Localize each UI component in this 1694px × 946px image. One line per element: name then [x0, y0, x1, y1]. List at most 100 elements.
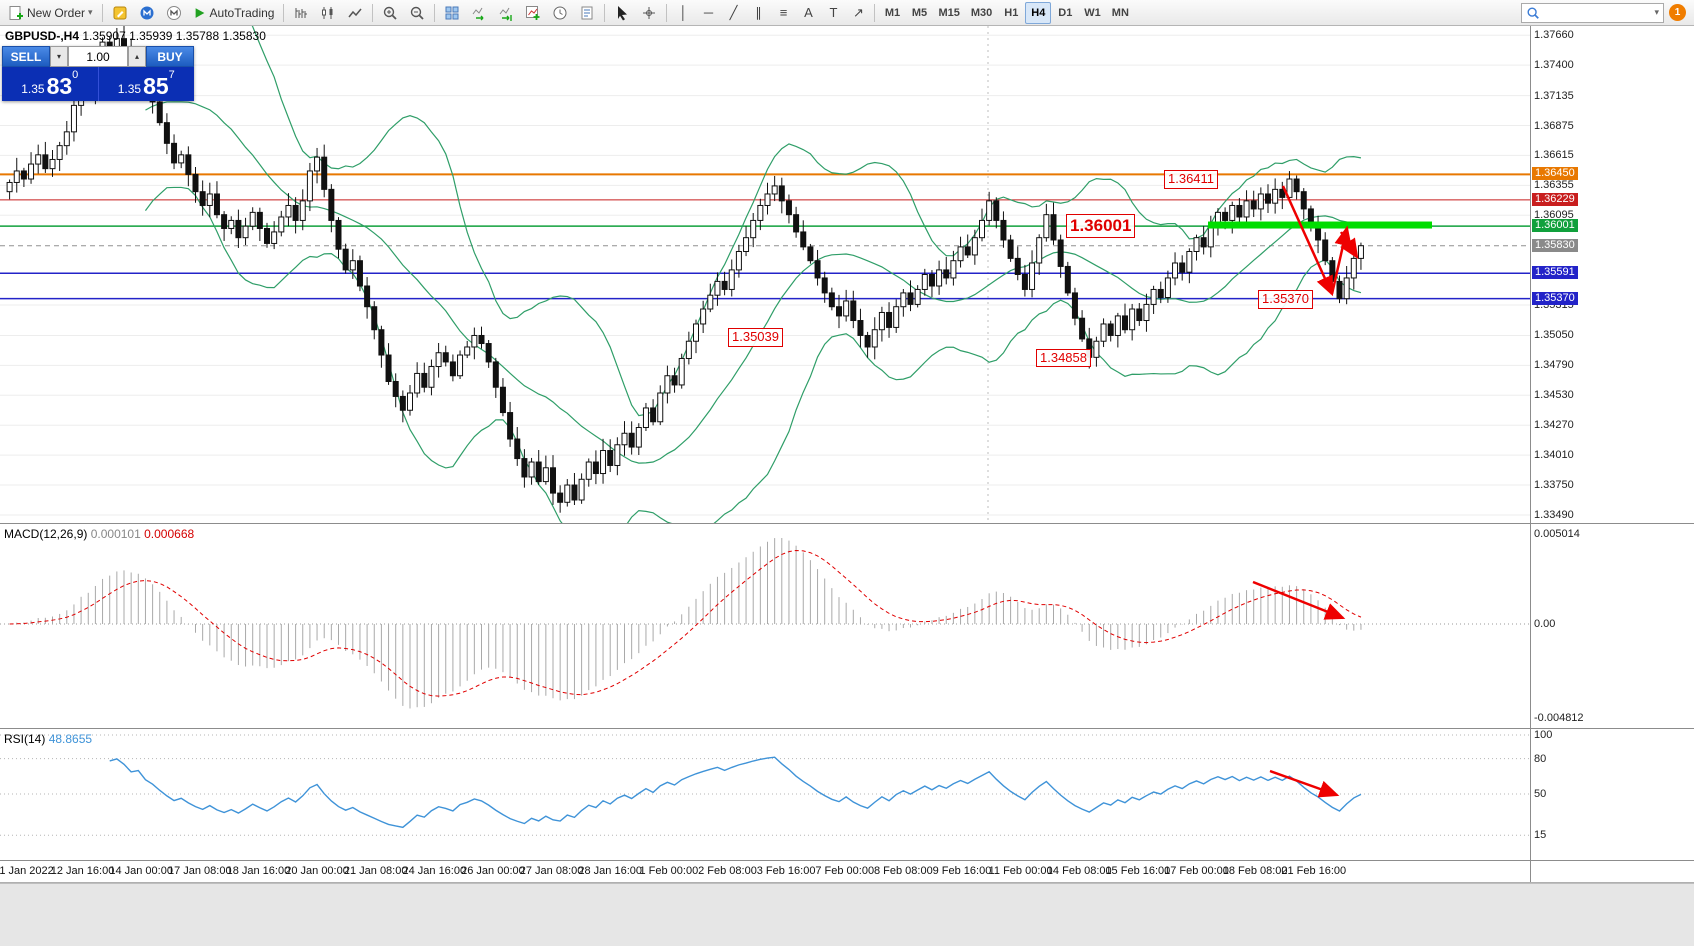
macd-signal-value: 0.000668	[144, 527, 195, 541]
auto-scroll-icon	[473, 7, 484, 20]
axis-label: 0.005014	[1534, 528, 1580, 540]
time-label: 3 Feb 16:00	[756, 865, 816, 877]
time-label: 2 Feb 08:00	[698, 865, 757, 877]
time-label: 18 Jan 16:00	[226, 865, 291, 877]
time-label: 9 Feb 16:00	[932, 865, 992, 877]
label-button[interactable]: T	[821, 2, 845, 24]
auto-scroll-button[interactable]	[466, 2, 492, 24]
candles	[6, 26, 1364, 513]
horizontal-line-button[interactable]: ─	[696, 2, 720, 24]
macd-svg	[0, 538, 1530, 709]
fibonacci-button[interactable]: ≡	[771, 2, 795, 24]
sell-price-base: 1.35	[21, 82, 45, 96]
macd-axis[interactable]: 0.005014 0.00 -0.004812	[1530, 524, 1694, 728]
time-label: 8 Feb 08:00	[873, 865, 933, 877]
new-order-button[interactable]: New Order ▾	[3, 2, 98, 24]
volume-increase-button[interactable]: ▴	[127, 46, 146, 67]
trendline-button[interactable]: ╱	[721, 2, 745, 24]
price-axis[interactable]: 1.37660 1.37400 1.37135 1.36875 1.36615 1.363…	[1530, 26, 1694, 523]
buy-price[interactable]: 1.35 85 7	[99, 67, 195, 101]
sell-price[interactable]: 1.35 83 0	[2, 67, 98, 101]
sell-price-pips: 83	[46, 73, 73, 100]
timeframe-d1[interactable]: D1	[1052, 2, 1078, 24]
indicators-button[interactable]	[520, 2, 546, 24]
status-area	[0, 883, 1694, 946]
axis-label: 50	[1534, 788, 1547, 800]
time-label: 27 Jan 08:00	[519, 865, 584, 877]
autotrading-button[interactable]: AutoTrading	[188, 2, 280, 24]
rsi-content	[0, 734, 1530, 836]
autotrading-label: AutoTrading	[209, 5, 275, 20]
volume-decrease-button[interactable]: ▾	[50, 46, 69, 67]
axis-label: 1.34270	[1534, 419, 1574, 432]
time-label: 11 Jan 2022	[0, 865, 54, 877]
mql5-button[interactable]	[134, 2, 160, 24]
zoom-in-icon	[384, 6, 398, 20]
price-tag: 1.35370	[1532, 291, 1578, 305]
cursor-icon	[618, 5, 628, 20]
new-order-label: New Order	[27, 5, 86, 20]
time-label: 17 Feb 00:00	[1164, 865, 1229, 877]
timeframe-m15[interactable]: M15	[933, 2, 964, 24]
candlestick-chart-button[interactable]	[315, 2, 341, 24]
chart-shift-icon	[500, 7, 513, 21]
timeframe-h1[interactable]: H1	[998, 2, 1024, 24]
axis-label: 1.35050	[1534, 329, 1574, 342]
toolbar-separator	[874, 3, 876, 22]
notification-badge[interactable]: 1	[1669, 4, 1686, 21]
search-box: ▾	[1521, 2, 1664, 23]
toolbar-separator	[283, 3, 285, 22]
candlestick-chart-icon	[322, 6, 333, 19]
tile-windows-button[interactable]	[439, 2, 465, 24]
price-divider	[97, 67, 99, 101]
rsi-panel[interactable]: RSI(14) 48.8655	[0, 729, 1530, 860]
cursor-button[interactable]	[609, 2, 635, 24]
rsi-axis[interactable]: 100 80 50 15	[1530, 729, 1694, 860]
arrows-button[interactable]: ↗	[846, 2, 870, 24]
chevron-down-icon: ▾	[1654, 7, 1659, 17]
periods-button[interactable]	[547, 2, 573, 24]
buy-button[interactable]: BUY	[146, 46, 194, 67]
channel-button[interactable]: ∥	[746, 2, 770, 24]
rsi-label: RSI(14) 48.8655	[4, 732, 92, 746]
horizontal-level-lines	[0, 173, 1530, 300]
volume-input[interactable]: 1.00	[68, 46, 128, 67]
line-chart-icon	[348, 8, 363, 17]
toolbar-separator	[434, 3, 436, 22]
templates-button[interactable]	[574, 2, 600, 24]
metaeditor-button[interactable]	[107, 2, 133, 24]
metaquotes-icon	[166, 5, 181, 20]
timeframe-m1[interactable]: M1	[879, 2, 905, 24]
sell-button[interactable]: SELL	[2, 46, 50, 67]
fibonacci-icon: ≡	[779, 5, 788, 20]
macd-panel[interactable]: MACD(12,26,9) 0.000101 0.000668	[0, 524, 1530, 728]
price-chart[interactable]: 1.36411 1.36001 1.35039 1.34858 1.35370 GBPU…	[0, 26, 1530, 523]
zoom-out-button[interactable]	[404, 2, 430, 24]
price-tag: 1.36001	[1532, 219, 1578, 233]
axis-label: 1.37660	[1534, 29, 1574, 42]
axis-label: -0.004812	[1534, 712, 1584, 724]
zoom-in-button[interactable]	[377, 2, 403, 24]
bar-chart-button[interactable]	[288, 2, 314, 24]
timeframe-mn[interactable]: MN	[1107, 2, 1134, 24]
arrows-icon: ↗	[853, 5, 864, 20]
metaquotes-button[interactable]	[161, 2, 187, 24]
time-label: 17 Jan 08:00	[167, 865, 232, 877]
rsi-svg	[0, 734, 1530, 836]
timeframe-m30[interactable]: M30	[966, 2, 997, 24]
crosshair-button[interactable]	[636, 2, 662, 24]
chart-shift-button[interactable]	[493, 2, 519, 24]
timeframe-w1[interactable]: W1	[1079, 2, 1106, 24]
rsi-value: 48.8655	[48, 732, 93, 746]
price-chart-svg	[0, 26, 1530, 523]
line-chart-button[interactable]	[342, 2, 368, 24]
time-label: 1 Feb 00:00	[639, 865, 699, 877]
timeframe-h4[interactable]: H4	[1025, 1, 1052, 24]
vertical-line-button[interactable]: │	[671, 2, 695, 24]
axis-label: 0.00	[1534, 618, 1556, 630]
search-input[interactable]	[1543, 4, 1652, 21]
text-button[interactable]: A	[796, 2, 820, 24]
timeframe-m5[interactable]: M5	[906, 2, 932, 24]
axis-label: 1.34010	[1534, 449, 1574, 462]
